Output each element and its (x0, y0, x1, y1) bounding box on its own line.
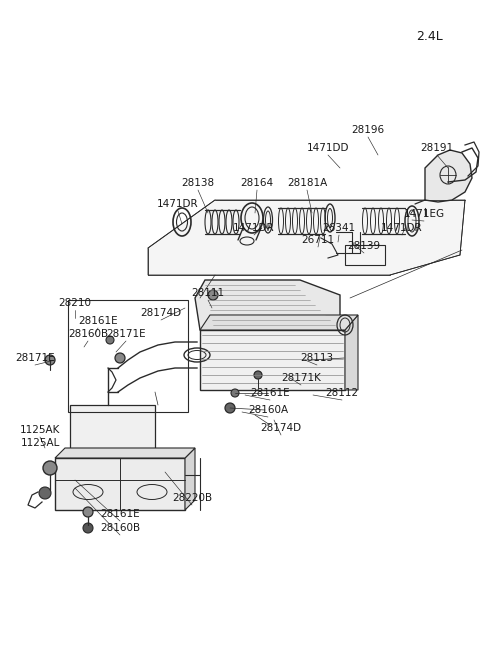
Polygon shape (148, 200, 465, 275)
Circle shape (254, 371, 262, 379)
Text: 28191: 28191 (420, 143, 454, 153)
Text: 28161E: 28161E (250, 388, 290, 398)
Text: 28196: 28196 (351, 125, 384, 135)
Text: 1471DD: 1471DD (307, 143, 349, 153)
Text: 28161E: 28161E (78, 316, 118, 326)
Polygon shape (55, 458, 185, 510)
Polygon shape (345, 315, 358, 390)
Polygon shape (55, 448, 195, 458)
Circle shape (208, 290, 218, 300)
Text: 1471DR: 1471DR (381, 223, 423, 233)
Text: 28181A: 28181A (287, 178, 327, 188)
Polygon shape (195, 280, 340, 330)
Text: 28112: 28112 (325, 388, 359, 398)
Polygon shape (200, 330, 345, 390)
Text: 28113: 28113 (300, 353, 334, 363)
Text: 28164: 28164 (240, 178, 274, 188)
Circle shape (225, 403, 235, 413)
Bar (68, 300, 188, 412)
Circle shape (83, 507, 93, 517)
Text: 1471DR: 1471DR (157, 199, 199, 209)
Circle shape (115, 353, 125, 363)
Text: 28210: 28210 (59, 298, 92, 308)
Polygon shape (185, 448, 195, 510)
Polygon shape (425, 150, 472, 202)
Text: 28174D: 28174D (141, 308, 181, 318)
Circle shape (45, 355, 55, 365)
Text: 1125AK: 1125AK (20, 425, 60, 435)
Circle shape (43, 461, 57, 475)
Text: 28171K: 28171K (281, 373, 321, 383)
Text: 26341: 26341 (323, 223, 356, 233)
Text: 28220B: 28220B (172, 493, 212, 503)
Circle shape (39, 487, 51, 499)
Text: 26711: 26711 (301, 235, 335, 245)
Text: 28138: 28138 (181, 178, 215, 188)
Text: 28174D: 28174D (261, 423, 301, 433)
Text: 28111: 28111 (192, 288, 225, 298)
Polygon shape (200, 315, 358, 330)
Text: 1471DR: 1471DR (233, 223, 275, 233)
Text: 28160A: 28160A (248, 405, 288, 415)
Bar (345, 245, 385, 265)
Text: 1125AL: 1125AL (20, 438, 60, 448)
Bar (70, 405, 155, 460)
Text: 28171E: 28171E (106, 329, 146, 339)
Text: 28160B: 28160B (100, 523, 140, 533)
Text: 28139: 28139 (348, 241, 381, 251)
Text: 28171E: 28171E (15, 353, 55, 363)
Text: 1471EG: 1471EG (403, 209, 444, 219)
Circle shape (231, 389, 239, 397)
Circle shape (106, 336, 114, 344)
Text: 2.4L: 2.4L (416, 30, 443, 43)
Text: 28161E: 28161E (100, 509, 140, 519)
Text: 28160B: 28160B (68, 329, 108, 339)
Circle shape (83, 523, 93, 533)
